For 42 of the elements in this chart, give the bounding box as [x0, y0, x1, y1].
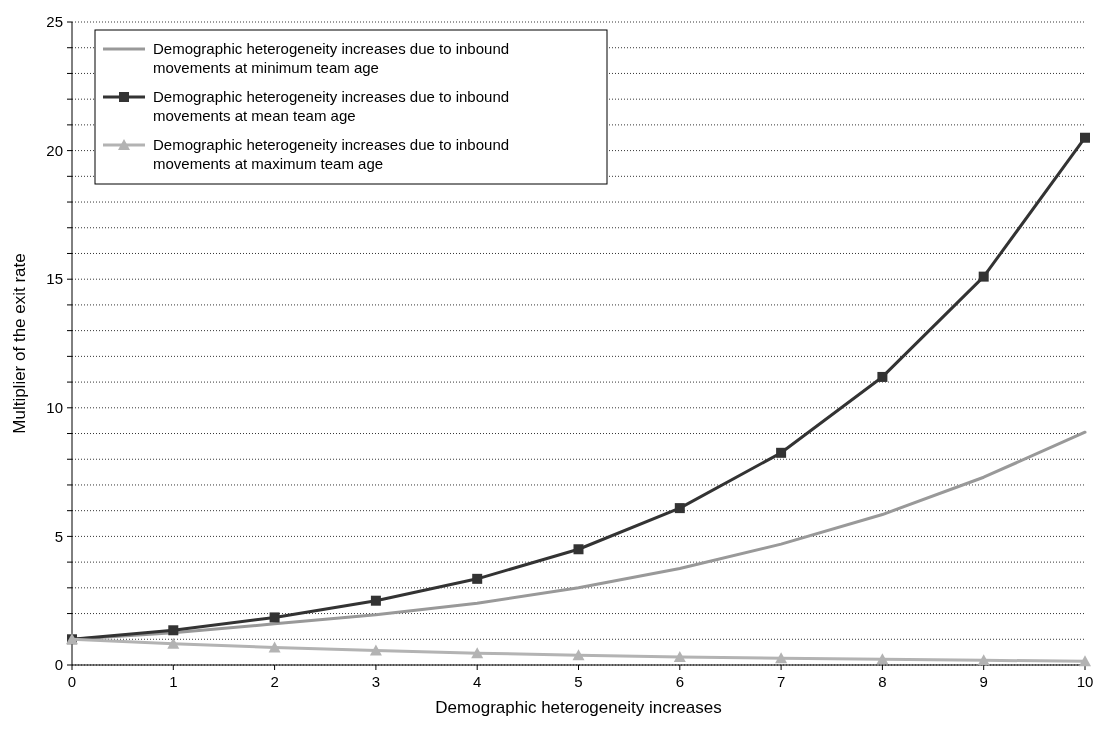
point	[573, 544, 584, 555]
point	[776, 447, 787, 458]
point	[673, 651, 686, 663]
y-tick-label: 25	[46, 13, 63, 31]
point	[167, 637, 180, 649]
point	[269, 612, 280, 623]
legend-label: Demographic heterogeneity increases due to inbound movements at maximum team age	[153, 136, 510, 172]
point	[268, 641, 281, 653]
x-tick-label: 5	[574, 673, 583, 690]
legend-label: Demographic heterogeneity increases due to inbound movements at mean team age	[153, 88, 510, 124]
point	[1080, 132, 1090, 143]
x-tick-label: 3	[371, 673, 381, 690]
point	[977, 654, 990, 666]
point	[472, 573, 483, 584]
x-tick-label: 6	[675, 673, 684, 690]
x-tick-label: 0	[67, 673, 77, 690]
point	[775, 652, 788, 664]
point	[471, 647, 484, 659]
point	[1079, 655, 1091, 667]
x-tick-label: 2	[270, 673, 279, 690]
point	[674, 503, 685, 514]
point	[168, 625, 179, 636]
x-tick-label: 4	[473, 673, 482, 690]
y-tick-label: 15	[46, 270, 63, 288]
y-tick-label: 20	[46, 141, 63, 159]
x-tick-label: 8	[878, 673, 887, 690]
x-axis-title: Demographic heterogeneity increases	[435, 698, 722, 717]
y-axis-title: Multiplier of the exit rate	[10, 253, 29, 434]
y-tick-label: 0	[54, 656, 63, 674]
point	[572, 649, 585, 661]
point	[978, 271, 989, 282]
y-tick-label: 5	[54, 527, 63, 545]
x-tick-label: 1	[169, 673, 178, 690]
point	[876, 653, 889, 665]
x-tick-label: 10	[1076, 673, 1094, 690]
x-tick-label: 9	[979, 673, 988, 690]
point	[877, 371, 888, 382]
x-tick-label: 7	[776, 673, 786, 690]
point	[370, 595, 381, 606]
y-tick-label: 10	[46, 399, 63, 417]
point	[369, 644, 382, 656]
legend-label: Demographic heterogeneity increases due to inbound movements at minimum team age	[153, 40, 510, 76]
